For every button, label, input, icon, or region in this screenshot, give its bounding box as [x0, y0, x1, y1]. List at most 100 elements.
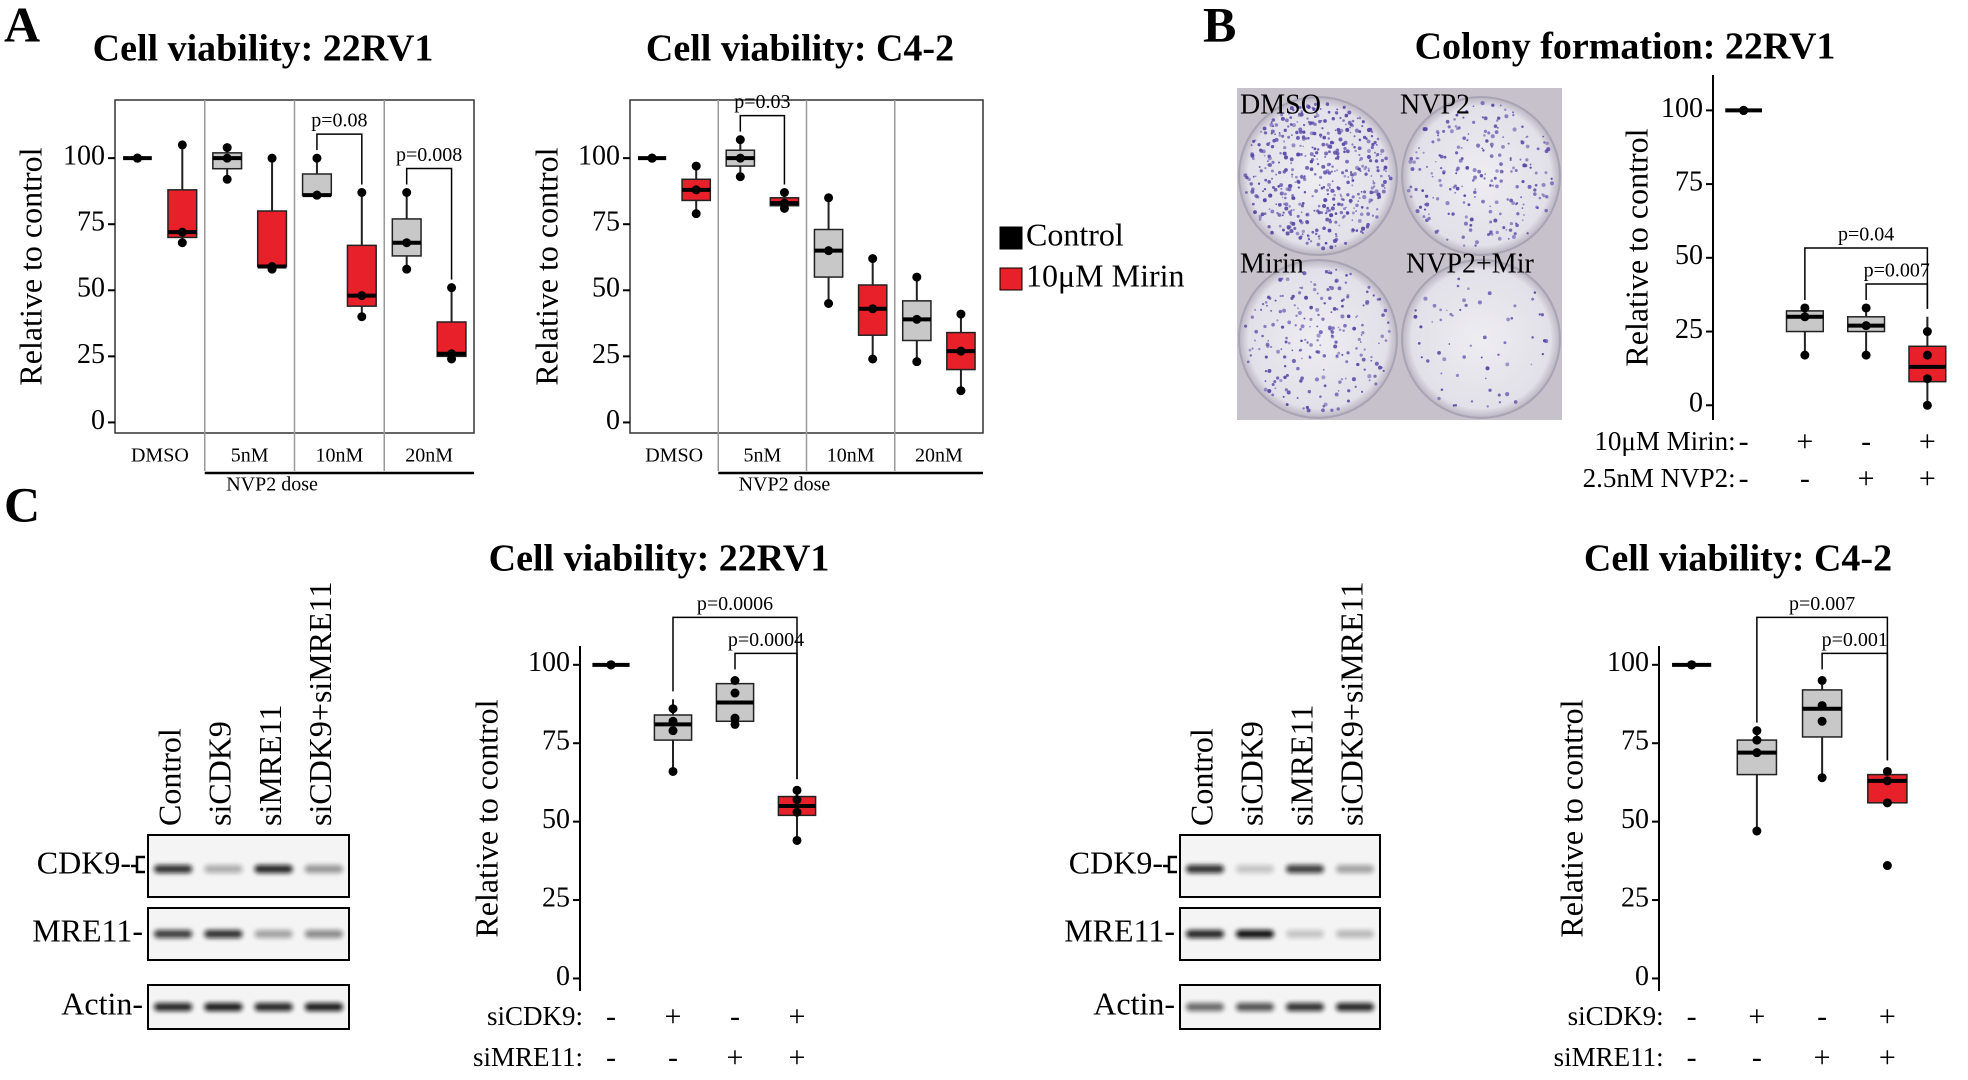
colony	[1483, 129, 1488, 134]
colony	[1363, 368, 1366, 371]
colony	[1301, 135, 1306, 139]
colony	[1423, 296, 1428, 301]
colony	[1463, 194, 1467, 198]
colony	[1274, 299, 1277, 302]
colony	[1499, 169, 1504, 174]
bracket	[739, 114, 786, 185]
colony	[1544, 171, 1548, 175]
colony	[1349, 171, 1353, 174]
lane-label: Control	[151, 728, 187, 826]
colony	[1376, 169, 1380, 173]
colony	[1366, 139, 1371, 144]
colony	[1504, 108, 1507, 111]
colony	[1521, 207, 1524, 209]
group-label: DMSO	[131, 445, 189, 467]
colony	[1316, 325, 1319, 328]
row-value: -	[1739, 462, 1749, 495]
colony	[1437, 350, 1441, 355]
photo-label: NVP2+Mir	[1406, 248, 1534, 279]
colony	[1296, 366, 1300, 371]
colony	[1387, 329, 1391, 333]
point	[792, 795, 802, 805]
colony	[1438, 178, 1442, 183]
colony	[1340, 314, 1345, 319]
blot-band	[1236, 930, 1274, 938]
colony	[1533, 188, 1537, 192]
point	[357, 291, 367, 301]
colony	[1467, 133, 1470, 135]
colony	[1361, 323, 1364, 327]
colony	[1349, 126, 1352, 129]
colony	[1490, 179, 1494, 183]
colony	[1521, 219, 1524, 222]
colony	[1351, 184, 1354, 187]
point	[132, 153, 142, 163]
legend-swatch	[999, 267, 1023, 291]
colony	[1289, 157, 1294, 162]
colony	[1300, 286, 1304, 290]
colony	[1338, 328, 1342, 332]
colony	[1454, 191, 1457, 194]
colony	[1527, 184, 1532, 189]
colony	[1297, 310, 1302, 315]
colony	[1288, 112, 1291, 115]
colony	[1346, 399, 1350, 403]
photo-label: DMSO	[1240, 89, 1321, 120]
colony	[1434, 230, 1439, 234]
colony	[1289, 123, 1293, 126]
blot-band	[1286, 930, 1324, 938]
colony	[1458, 158, 1463, 163]
colony	[1356, 362, 1360, 367]
point	[1882, 766, 1892, 776]
p-value: p=0.007	[1789, 593, 1855, 615]
colony	[1358, 197, 1361, 200]
colony	[1302, 123, 1306, 127]
colony	[1290, 168, 1295, 172]
colony	[1266, 142, 1270, 147]
colony	[1425, 218, 1429, 223]
colony	[1298, 236, 1302, 240]
colony	[1319, 344, 1322, 347]
colony	[1270, 169, 1274, 173]
colony	[1288, 184, 1293, 188]
point	[668, 726, 678, 736]
colony	[1421, 189, 1425, 193]
colony	[1325, 217, 1330, 222]
colony	[1345, 206, 1347, 209]
colony	[1307, 238, 1311, 241]
colony	[1264, 167, 1267, 170]
colony	[1495, 184, 1499, 189]
blot-band	[1186, 930, 1224, 938]
colony	[1319, 136, 1322, 139]
colony	[1298, 219, 1303, 223]
colony	[1362, 304, 1365, 307]
colony	[1322, 185, 1326, 189]
point	[1861, 303, 1871, 313]
colony	[1523, 214, 1525, 217]
colony	[1448, 187, 1452, 191]
colony	[1430, 172, 1433, 175]
colony	[1326, 188, 1330, 192]
colony	[1384, 339, 1388, 342]
colony	[1318, 330, 1323, 335]
colony	[1253, 210, 1257, 214]
colony	[1336, 108, 1339, 111]
colony	[1515, 185, 1519, 189]
colony	[1251, 202, 1255, 206]
colony	[1489, 154, 1494, 159]
colony	[1488, 232, 1491, 236]
colony	[1282, 395, 1285, 398]
colony	[1311, 146, 1314, 149]
colony	[1374, 159, 1379, 163]
colony	[1359, 170, 1362, 173]
colony	[1462, 201, 1466, 204]
colony	[1498, 271, 1501, 274]
colony	[1365, 290, 1369, 294]
colony	[1316, 292, 1319, 295]
colony	[1340, 203, 1344, 207]
colony	[1417, 341, 1421, 345]
row-value: +	[1796, 425, 1813, 458]
colony	[1485, 139, 1489, 143]
colony	[1337, 326, 1340, 329]
colony	[1309, 152, 1314, 157]
